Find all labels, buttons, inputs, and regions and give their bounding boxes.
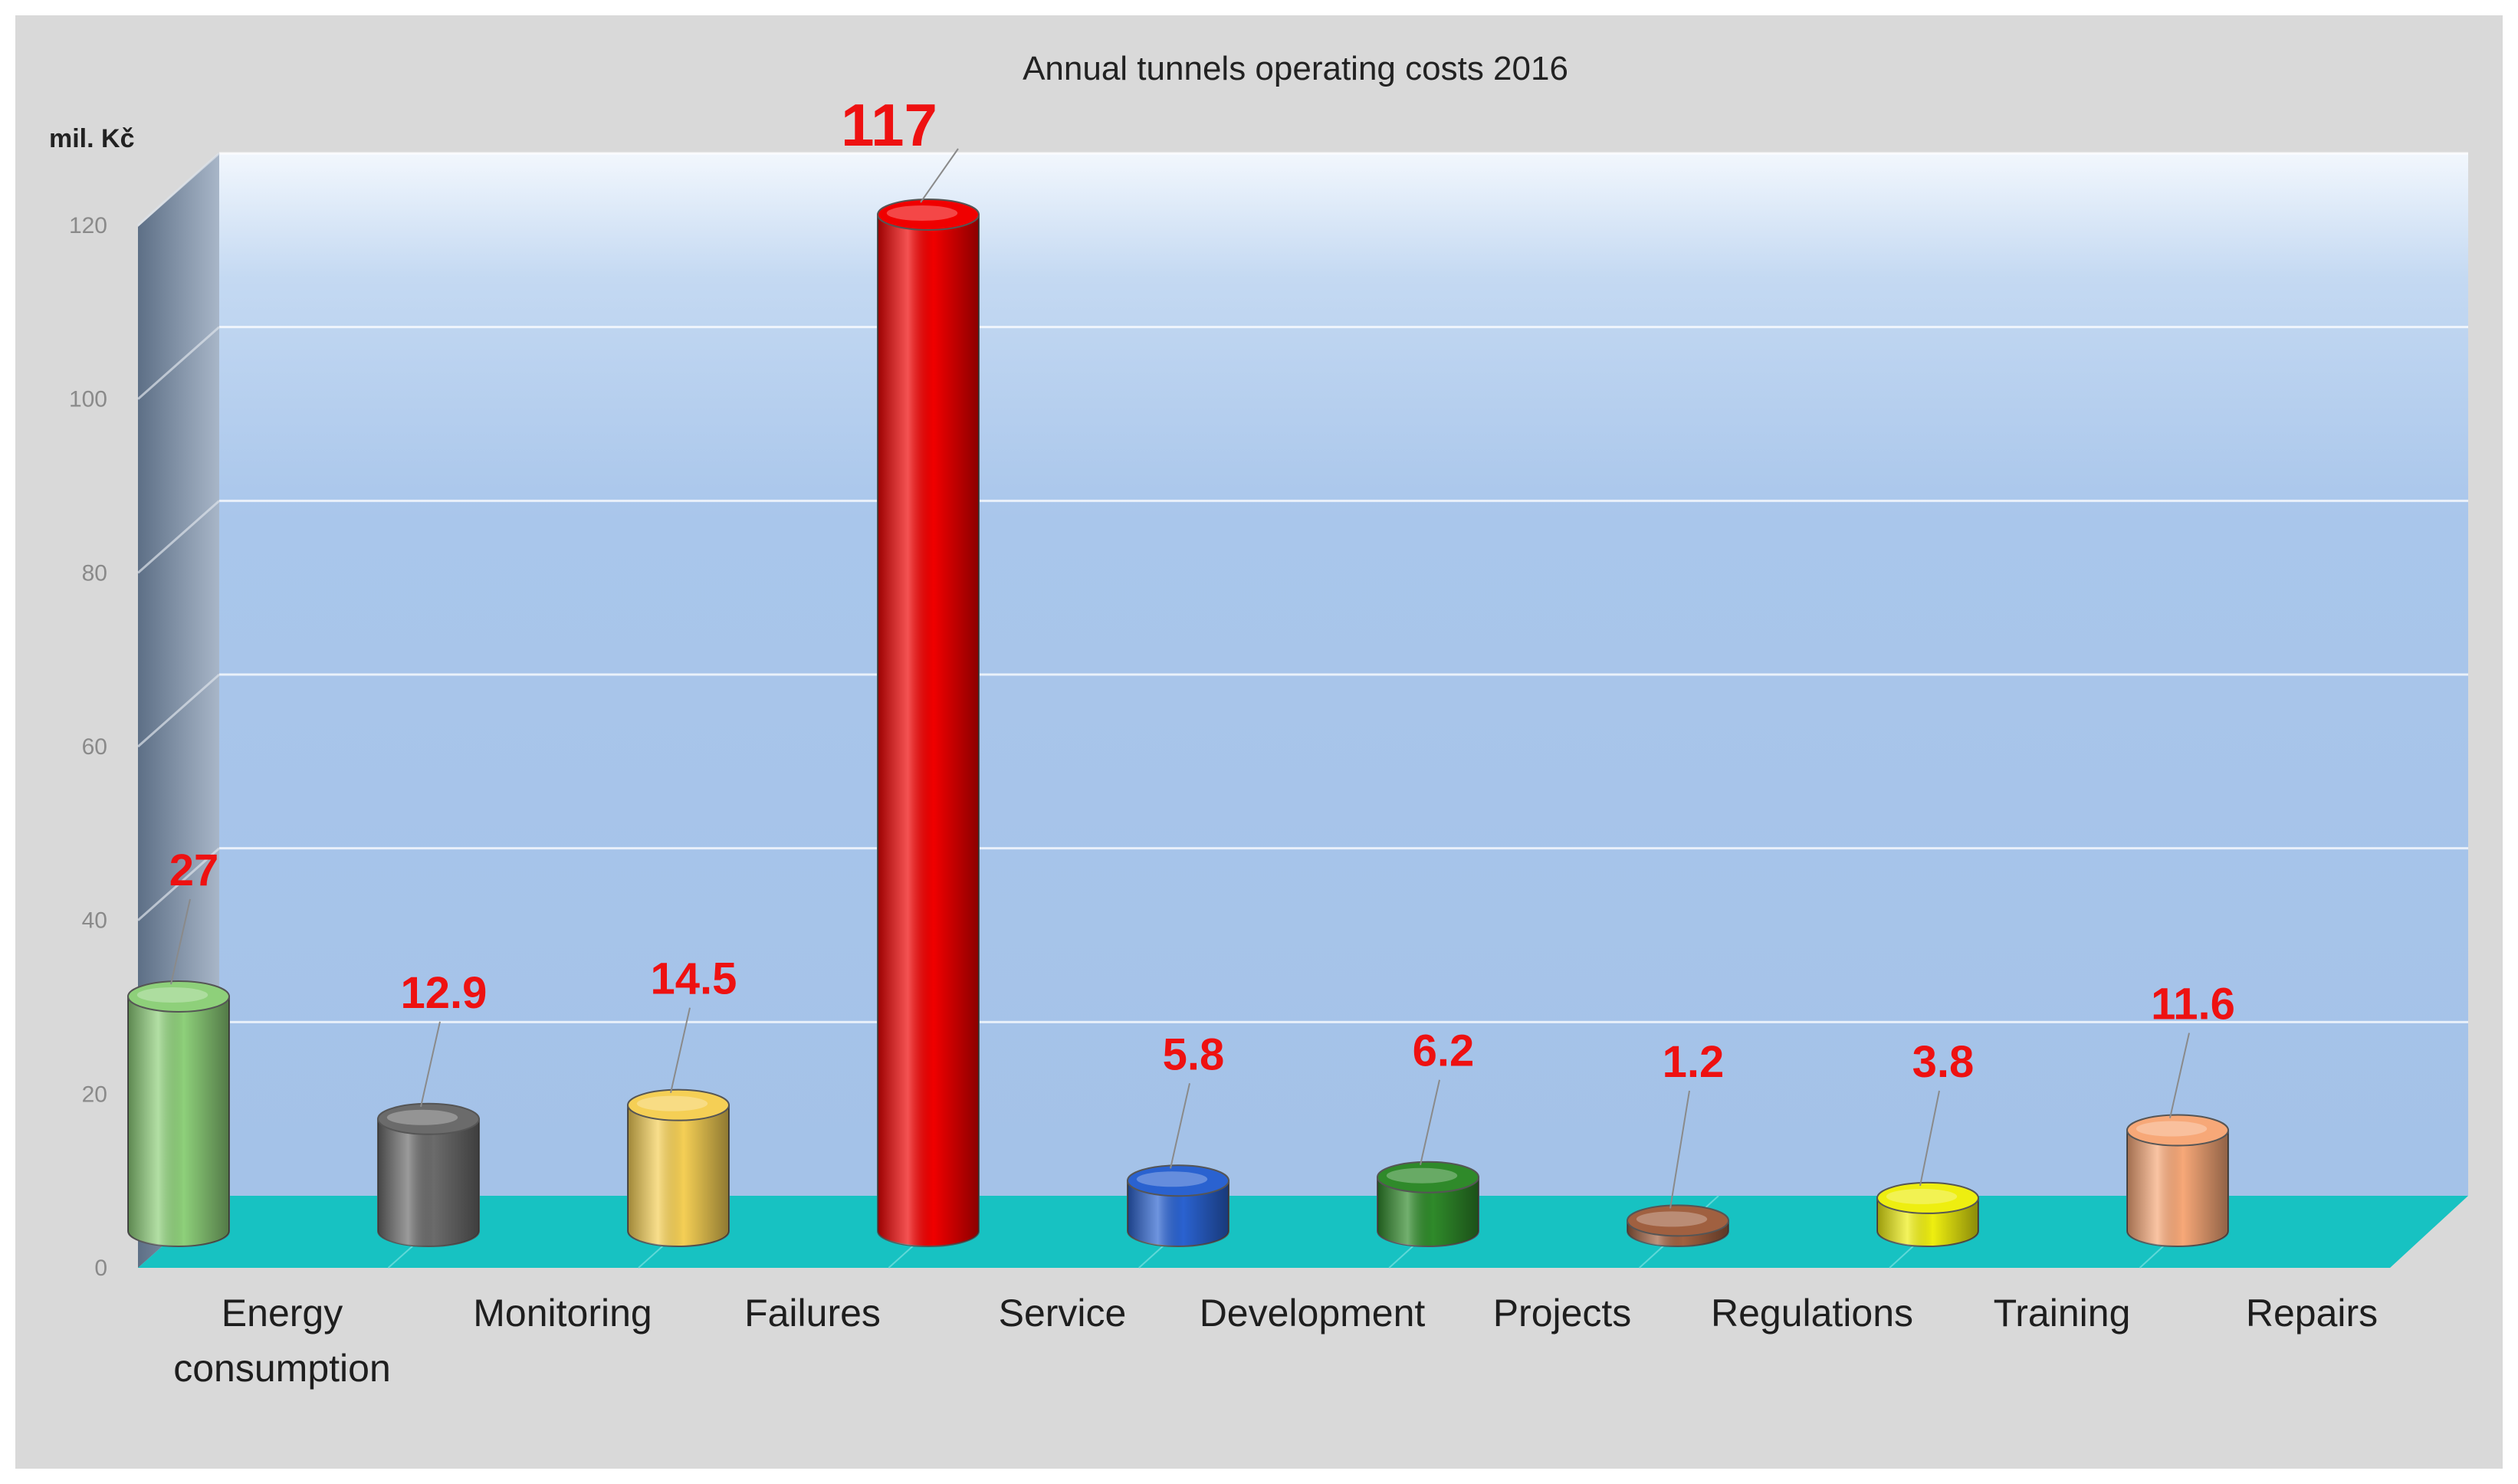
y-tick-label: 20 <box>82 1082 107 1107</box>
leader-line <box>2169 1033 2190 1118</box>
gridline-side <box>137 152 220 227</box>
y-axis: 0 20 40 60 80 100 120 <box>69 213 107 1281</box>
bar-shading <box>878 215 979 1246</box>
category-label: Regulations <box>1711 1292 1913 1335</box>
data-label: 27 <box>169 845 219 895</box>
gridline-side <box>137 847 220 921</box>
y-tick-label: 40 <box>82 908 107 934</box>
bar-top <box>877 199 980 231</box>
bar-top <box>2126 1114 2229 1147</box>
bar-shading <box>378 1118 479 1246</box>
category-label: Repairs <box>2246 1292 2378 1335</box>
leader-line <box>1669 1090 1690 1209</box>
y-tick-label: 80 <box>82 560 107 586</box>
y-tick-label: 60 <box>82 734 107 760</box>
data-label: 14.5 <box>651 954 737 1004</box>
bar-top-highlight <box>1636 1211 1708 1227</box>
data-label: 11.6 <box>2151 980 2235 1029</box>
bar <box>1876 1181 1979 1247</box>
leader-line <box>170 898 191 985</box>
bar-top-highlight <box>636 1095 708 1111</box>
bar-top-highlight <box>1136 1171 1208 1187</box>
leader-line <box>670 1007 691 1093</box>
leader-line <box>1420 1079 1440 1165</box>
bar <box>1127 1164 1229 1247</box>
category-label: Development <box>1200 1292 1426 1335</box>
bar <box>1377 1161 1479 1247</box>
bar-top-highlight <box>1386 1167 1458 1184</box>
bar-top <box>1127 1164 1229 1197</box>
y-tick-label: 100 <box>69 387 107 412</box>
data-label: 12.9 <box>401 968 488 1018</box>
category-label: Projects <box>1493 1292 1632 1335</box>
category-label: consumption <box>173 1347 391 1390</box>
category-label: Energy <box>222 1292 343 1335</box>
bar-top-highlight <box>386 1109 458 1125</box>
bars <box>127 199 2229 1247</box>
bar-top <box>1876 1181 1979 1214</box>
gridline-side <box>137 673 220 748</box>
bar-shading <box>1377 1177 1479 1246</box>
category-label: Monitoring <box>473 1292 652 1335</box>
chart-title: Annual tunnels operating costs 2016 <box>1023 50 1568 87</box>
gridline-side <box>137 500 220 574</box>
category-labels: Energy consumption Monitoring Failures Servi… <box>173 1292 2378 1390</box>
bar-shading <box>128 996 229 1246</box>
y-tick-label: 120 <box>69 213 107 238</box>
bar-top <box>1377 1161 1479 1193</box>
bar-top <box>377 1102 480 1135</box>
leader-line <box>1170 1083 1190 1169</box>
leader-line <box>920 148 959 203</box>
leader-line <box>1919 1090 1940 1187</box>
bar <box>377 1102 480 1247</box>
y-axis-unit: mil. Kč <box>49 124 134 153</box>
bar <box>877 199 980 1247</box>
bar <box>2126 1114 2229 1247</box>
data-label: 1.2 <box>1663 1037 1725 1087</box>
bar <box>1627 1204 1729 1247</box>
y-tick-label: 0 <box>94 1256 107 1281</box>
bar-top <box>627 1088 730 1121</box>
bar-top-highlight <box>1886 1188 1958 1204</box>
bar-top-highlight <box>886 205 958 221</box>
bar-shading <box>1128 1180 1229 1246</box>
data-label: 5.8 <box>1163 1029 1225 1079</box>
bar-top <box>1627 1204 1729 1237</box>
gridline-side <box>137 326 220 400</box>
bar-top-highlight <box>2136 1121 2208 1137</box>
bar <box>127 980 230 1247</box>
data-label: 117 <box>841 91 937 159</box>
leader-line <box>420 1021 441 1108</box>
floor <box>138 1196 2468 1268</box>
data-labels: 27 12.9 14.5 117 5.8 6.2 1.2 3.8 11.6 <box>169 91 2235 1209</box>
data-label: 3.8 <box>1912 1037 1975 1087</box>
data-label: 6.2 <box>1413 1026 1475 1076</box>
bar-shading <box>2127 1130 2228 1246</box>
category-label: Failures <box>744 1292 881 1335</box>
category-label: Service <box>999 1292 1127 1335</box>
bar-top-highlight <box>136 987 208 1003</box>
category-label: Training <box>1994 1292 2131 1335</box>
bar-top <box>127 980 230 1013</box>
bar <box>627 1088 730 1247</box>
bar-shading <box>628 1105 729 1246</box>
